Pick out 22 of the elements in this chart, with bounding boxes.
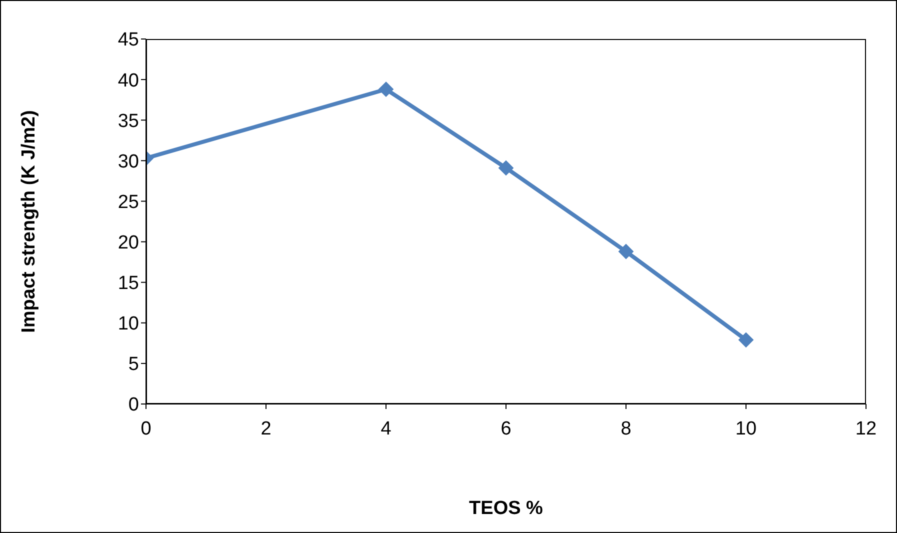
y-tick-label: 45 xyxy=(118,30,139,51)
x-axis-title: TEOS % xyxy=(469,498,544,519)
point xyxy=(378,82,394,97)
x-tick-label: 10 xyxy=(735,418,757,440)
y-tick-label: 30 xyxy=(118,151,139,172)
x-tick-label: 12 xyxy=(855,418,877,440)
x-tick-label: 8 xyxy=(620,418,632,440)
y-tick-label: 35 xyxy=(118,110,139,132)
point xyxy=(498,160,514,176)
y-tick-label: 0 xyxy=(128,394,139,416)
y-tick-label: 15 xyxy=(118,273,139,294)
point xyxy=(618,244,634,260)
y-tick-label: 20 xyxy=(118,232,139,254)
y-axis-title: Impact strength (K J/m2) xyxy=(18,110,40,333)
point xyxy=(738,332,754,348)
x-tick-label: 4 xyxy=(380,418,392,440)
y-tick-label: 40 xyxy=(118,70,139,92)
y-tick-label: 10 xyxy=(118,314,139,335)
x-tick-label: 6 xyxy=(500,418,512,440)
x-tick-label: 2 xyxy=(260,418,272,440)
y-tick-label: 25 xyxy=(118,192,139,213)
y-tick-label: 5 xyxy=(128,354,139,376)
